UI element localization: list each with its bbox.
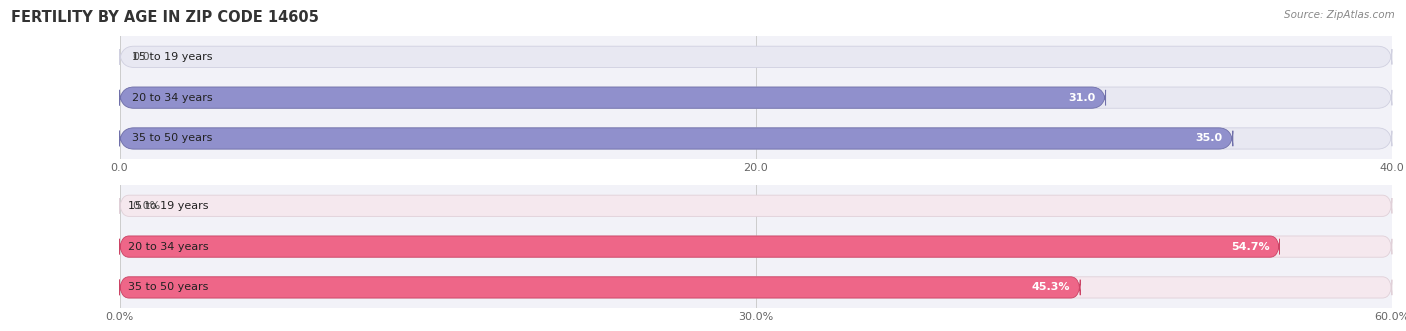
Text: 35 to 50 years: 35 to 50 years [132, 133, 212, 143]
FancyBboxPatch shape [120, 277, 1080, 298]
Text: 15 to 19 years: 15 to 19 years [128, 201, 208, 211]
Text: 54.7%: 54.7% [1230, 242, 1270, 252]
Text: 0.0%: 0.0% [132, 201, 160, 211]
Text: 20 to 34 years: 20 to 34 years [132, 93, 212, 103]
Text: FERTILITY BY AGE IN ZIP CODE 14605: FERTILITY BY AGE IN ZIP CODE 14605 [11, 10, 319, 25]
Text: 31.0: 31.0 [1069, 93, 1095, 103]
FancyBboxPatch shape [120, 128, 1392, 149]
FancyBboxPatch shape [120, 236, 1392, 257]
Text: 0.0: 0.0 [132, 52, 150, 62]
FancyBboxPatch shape [120, 46, 1392, 68]
FancyBboxPatch shape [120, 87, 1392, 108]
Text: 35.0: 35.0 [1195, 133, 1223, 143]
Text: Source: ZipAtlas.com: Source: ZipAtlas.com [1284, 10, 1395, 20]
FancyBboxPatch shape [120, 87, 1105, 108]
FancyBboxPatch shape [120, 128, 1233, 149]
Text: 35 to 50 years: 35 to 50 years [128, 282, 208, 292]
Text: 20 to 34 years: 20 to 34 years [128, 242, 208, 252]
FancyBboxPatch shape [120, 236, 1279, 257]
Text: 45.3%: 45.3% [1032, 282, 1070, 292]
FancyBboxPatch shape [120, 277, 1392, 298]
FancyBboxPatch shape [120, 195, 1392, 216]
Text: 15 to 19 years: 15 to 19 years [132, 52, 212, 62]
